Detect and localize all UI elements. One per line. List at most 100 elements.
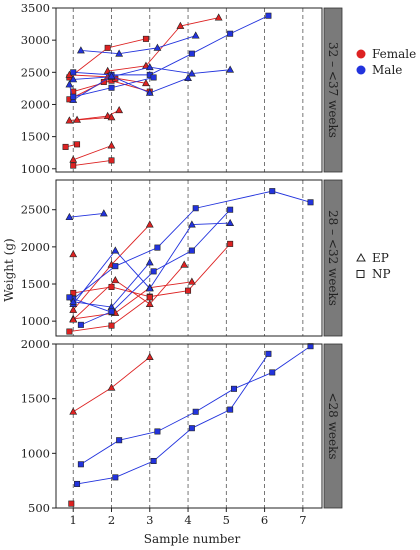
data-point [104, 44, 111, 51]
data-point [150, 74, 157, 81]
data-point [69, 155, 78, 163]
data-point [111, 246, 120, 254]
y-tick-label: 2000 [21, 337, 50, 351]
legend-label: NP [372, 267, 391, 281]
data-point [269, 188, 276, 195]
data-point [226, 65, 235, 73]
data-point [77, 321, 84, 328]
data-point [307, 343, 314, 350]
series-line [72, 264, 185, 320]
series-male [76, 31, 200, 57]
strip [323, 7, 343, 173]
data-point [265, 12, 272, 19]
y-tick-label: 1500 [21, 277, 50, 291]
data-point [107, 141, 116, 149]
data-point [116, 437, 123, 444]
data-point [154, 244, 161, 251]
data-point [108, 308, 115, 315]
data-point [185, 287, 192, 294]
series-male [70, 12, 272, 78]
legend-marker [356, 270, 365, 278]
strip-label: <28 weeks [326, 392, 340, 459]
data-point [115, 106, 124, 114]
data-point [145, 352, 154, 361]
data-point [265, 350, 272, 357]
data-point [70, 69, 77, 76]
series-female [62, 141, 81, 150]
y-tick-label: 3000 [21, 33, 50, 47]
data-point [74, 141, 81, 148]
data-point [154, 428, 161, 435]
series-female [69, 220, 154, 313]
series-line [77, 116, 112, 121]
data-point [145, 220, 154, 228]
y-tick-label: 1000 [21, 162, 50, 176]
data-point [70, 162, 77, 169]
legend-label: Female [372, 47, 416, 61]
data-point [230, 385, 237, 392]
y-tick-label: 1500 [21, 392, 50, 406]
series-female [69, 352, 154, 415]
data-point [192, 408, 199, 415]
data-point [227, 240, 234, 247]
data-point [180, 260, 189, 268]
data-point [145, 88, 154, 96]
data-point [142, 79, 150, 87]
series-male [77, 343, 314, 468]
data-point [65, 116, 74, 124]
y-tick-label: 2500 [21, 65, 50, 79]
data-point [100, 78, 107, 85]
data-point [111, 276, 120, 284]
data-point [73, 115, 81, 123]
y-tick-label: 1000 [21, 446, 50, 460]
legend-label: Male [372, 63, 402, 77]
data-point [108, 322, 115, 329]
data-point [146, 294, 153, 301]
x-tick-label: 7 [299, 513, 306, 527]
strip [323, 343, 343, 509]
y-tick-label: 2000 [21, 240, 50, 254]
series-female [68, 500, 75, 507]
series-line [73, 145, 112, 161]
panel-3: <28 weeks 500 1000 1500 2000 1 2 3 4 5 6 7 [21, 337, 343, 527]
data-point [70, 93, 77, 100]
legend-label: EP [372, 251, 389, 265]
series-female [103, 13, 223, 74]
x-tick-label: 4 [184, 513, 191, 527]
legend-marker [356, 252, 366, 262]
data-point [150, 457, 157, 464]
data-point [69, 250, 78, 258]
data-point [65, 80, 74, 88]
data-point [153, 43, 162, 51]
data-point [107, 383, 116, 391]
y-axis-label: Weight (g) [2, 238, 16, 301]
data-point [69, 305, 78, 313]
data-point [115, 49, 124, 57]
data-point [227, 30, 234, 37]
panel-frame [55, 7, 323, 173]
series-male [65, 71, 192, 103]
data-point [226, 218, 235, 226]
series-male [77, 308, 115, 328]
data-point [108, 157, 115, 164]
data-point [108, 84, 115, 91]
data-point [74, 480, 81, 487]
data-point [145, 284, 154, 292]
data-point [99, 209, 108, 217]
data-point [150, 268, 157, 275]
data-point [68, 500, 75, 507]
series-male [74, 350, 272, 487]
x-tick-label: 6 [261, 513, 268, 527]
data-point [69, 315, 78, 323]
y-tick-label: 2500 [21, 203, 50, 217]
data-point [70, 289, 77, 296]
series-line [73, 281, 192, 320]
series-female [69, 250, 78, 258]
series-female [66, 294, 153, 335]
strip-label: 32 – <37 weeks [326, 42, 340, 138]
series-female [65, 106, 124, 124]
x-tick-label: 5 [223, 513, 230, 527]
x-tick-label: 3 [146, 513, 153, 527]
series-male [69, 218, 235, 307]
data-point [187, 220, 196, 228]
